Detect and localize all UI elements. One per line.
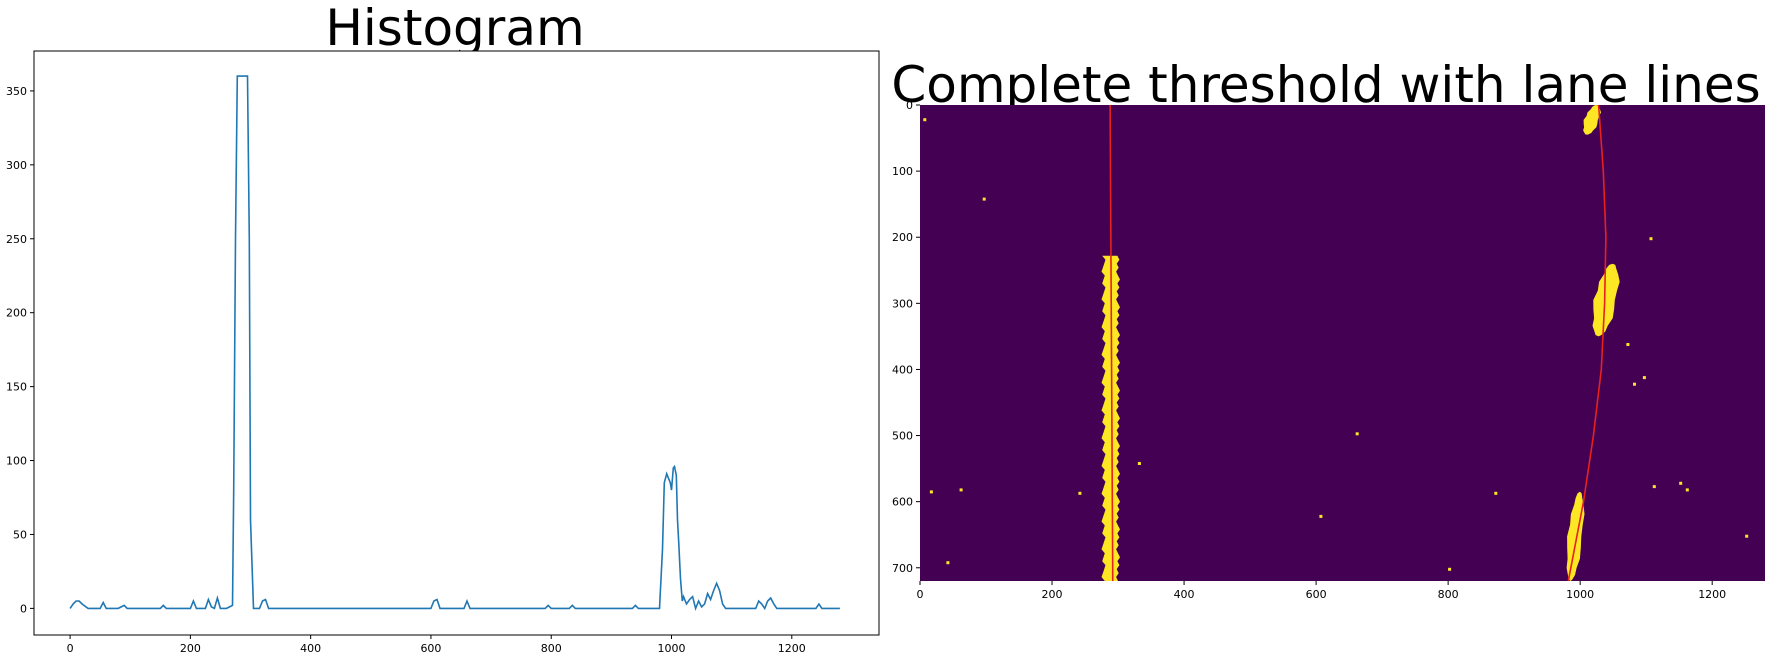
img-y-tick-label: 300 <box>892 297 913 310</box>
img-x-tick-label: 800 <box>1438 588 1459 601</box>
noise-pixel <box>1745 534 1749 538</box>
hist-x-tick-label: 200 <box>180 642 201 655</box>
noise-pixel <box>929 490 933 494</box>
threshold-image-content <box>923 105 1749 581</box>
noise-pixel <box>1494 491 1498 495</box>
noise-pixel <box>1078 491 1082 495</box>
img-y-tick-label: 0 <box>906 99 913 112</box>
threshold-x-ticks: 0 200 400 600 800 1000 1200 <box>917 581 1726 601</box>
img-x-tick-label: 600 <box>1306 588 1327 601</box>
noise-pixel <box>1649 237 1653 241</box>
img-y-tick-label: 600 <box>892 496 913 509</box>
noise-pixel <box>1652 485 1656 489</box>
left-lane-fit-line <box>1109 105 1114 581</box>
right-lane-pixel-blob <box>1592 263 1620 337</box>
noise-pixel <box>1685 488 1689 492</box>
noise-pixel <box>982 197 986 201</box>
img-y-tick-label: 100 <box>892 165 913 178</box>
threshold-image-panel: Complete threshold with lane lines 0 200 4… <box>891 56 1765 601</box>
hist-x-tick-label: 800 <box>541 642 562 655</box>
hist-y-tick-label: 100 <box>6 455 27 468</box>
img-y-tick-label: 400 <box>892 363 913 376</box>
hist-y-tick-label: 150 <box>6 381 27 394</box>
hist-x-tick-label: 0 <box>67 642 74 655</box>
histogram-x-ticks: 0 200 400 600 800 1000 1200 <box>67 635 806 655</box>
threshold-y-ticks: 0 100 200 300 400 500 600 700 <box>892 99 920 575</box>
histogram-chart: Histogram 0 200 400 600 800 1000 1200 0 50 100 15… <box>6 0 880 655</box>
noise-pixel <box>1137 462 1141 465</box>
img-x-tick-label: 1200 <box>1698 588 1726 601</box>
img-y-tick-label: 500 <box>892 430 913 443</box>
threshold-title: Complete threshold with lane lines <box>891 56 1760 114</box>
img-x-tick-label: 400 <box>1174 588 1195 601</box>
right-lane-pixel-blob <box>1566 491 1585 581</box>
hist-y-tick-label: 350 <box>6 85 27 98</box>
noise-pixel <box>1626 343 1630 346</box>
right-lane-fit-line <box>1567 105 1607 581</box>
img-y-tick-label: 200 <box>892 231 913 244</box>
hist-y-tick-label: 50 <box>13 528 27 541</box>
hist-x-tick-label: 1000 <box>658 642 686 655</box>
img-x-tick-label: 1000 <box>1566 588 1594 601</box>
img-x-tick-label: 0 <box>917 588 924 601</box>
histogram-series-line <box>69 75 840 611</box>
right-lane-pixel-blob <box>1583 105 1601 135</box>
histogram-plot-area <box>33 50 880 636</box>
hist-y-tick-label: 300 <box>6 159 27 172</box>
noise-pixel <box>923 118 927 122</box>
histogram-title: Histogram <box>325 0 584 57</box>
threshold-image-background <box>920 105 1765 581</box>
img-x-tick-label: 200 <box>1042 588 1063 601</box>
hist-x-tick-label: 600 <box>420 642 441 655</box>
noise-pixel <box>1679 481 1683 485</box>
noise-pixel <box>946 561 950 565</box>
histogram-y-ticks: 0 50 100 150 200 250 300 350 <box>6 85 34 615</box>
hist-y-tick-label: 0 <box>20 602 27 615</box>
img-y-tick-label: 700 <box>892 562 913 575</box>
hist-y-tick-label: 250 <box>6 233 27 246</box>
noise-pixel <box>1642 376 1646 380</box>
left-lane-pixels <box>1101 255 1120 581</box>
hist-x-tick-label: 400 <box>300 642 321 655</box>
hist-y-tick-label: 200 <box>6 307 27 320</box>
noise-pixel <box>1355 432 1359 436</box>
noise-pixel <box>1448 567 1452 571</box>
noise-pixel <box>959 488 963 492</box>
hist-x-tick-label: 1200 <box>778 642 806 655</box>
noise-pixel <box>1633 382 1636 386</box>
noise-pixel <box>1319 514 1323 518</box>
